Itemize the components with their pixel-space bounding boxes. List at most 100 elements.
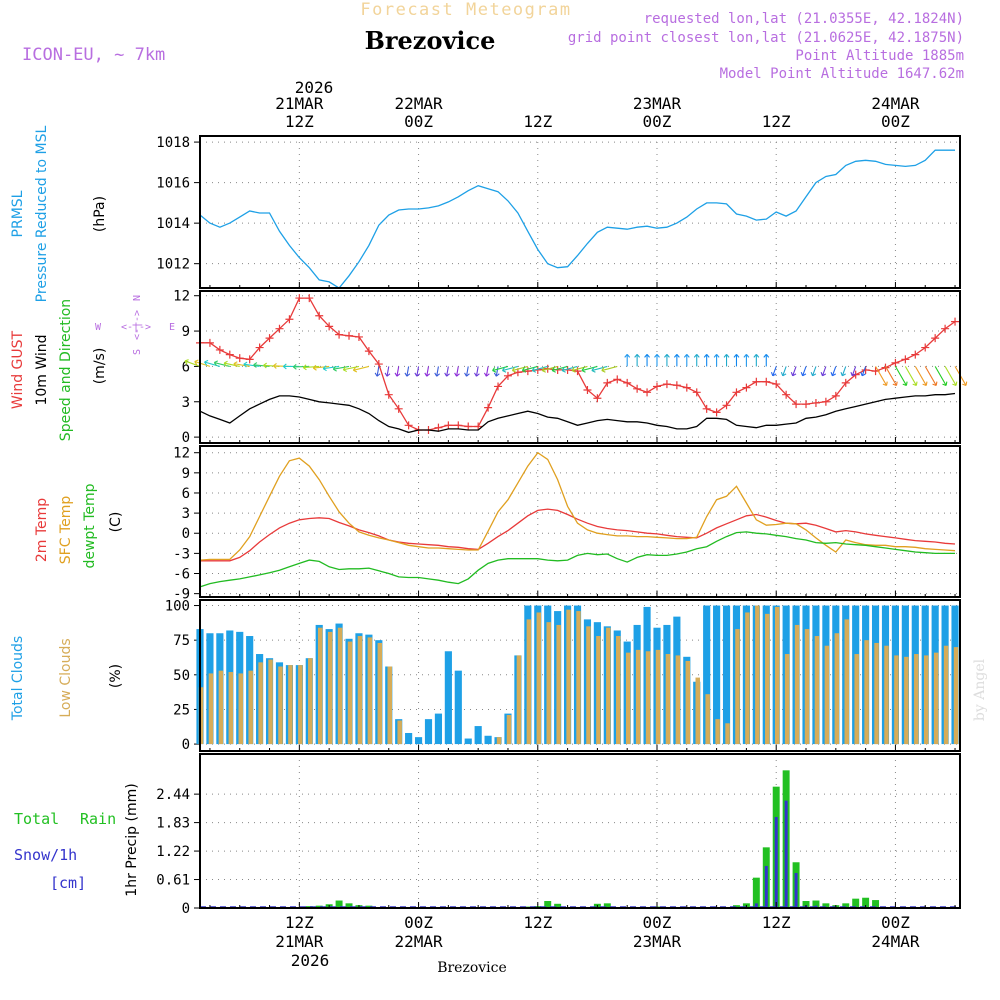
ytick-label: -3: [173, 546, 190, 562]
precip-bar: [754, 903, 758, 908]
wind-arrow-head: [902, 381, 908, 386]
gust-marker: [762, 377, 771, 386]
ytick-label: 9: [182, 324, 190, 340]
wind-arrow-head: [860, 371, 866, 377]
cloud-bar: [914, 654, 919, 745]
wind-direction-arrow: [782, 366, 787, 376]
cloud-bar: [526, 619, 532, 745]
wind-direction-arrow: [601, 365, 618, 372]
wind-arrow-head: [780, 371, 787, 377]
cloud-bar: [665, 654, 671, 745]
wind-arrow-head: [394, 372, 401, 377]
cloud-bar: [357, 636, 363, 745]
low-clouds-label: Low Clouds: [58, 638, 74, 717]
ytick-label: 1018: [156, 135, 190, 151]
wind-direction-arrow: [831, 366, 837, 376]
cloud-bar: [228, 672, 234, 745]
cloud-bar: [874, 642, 879, 745]
wind-direction-arrow: [313, 365, 330, 369]
pct-unit-label: (%): [108, 664, 124, 688]
ytick-label: 1012: [156, 257, 190, 273]
wind-arrow-head: [243, 361, 248, 368]
precip-bar: [752, 877, 760, 908]
wind-direction-arrow: [386, 366, 390, 377]
wind-direction-arrow: [406, 366, 410, 377]
wind-arrow-head: [820, 371, 827, 377]
wind-arrow-head: [541, 367, 546, 373]
gust-marker: [603, 378, 612, 387]
gust-marker: [921, 343, 930, 352]
gust-marker: [573, 367, 582, 376]
wind-direction-arrow: [233, 363, 250, 367]
temp-labels: 2m Temp SFC Temp dewpt Temp (C): [34, 483, 124, 568]
ytick-label: 0: [182, 901, 190, 917]
gust-marker: [742, 383, 751, 392]
gust-marker: [702, 404, 711, 413]
cloud-bar: [645, 651, 651, 745]
wind-arrow-head: [850, 371, 856, 377]
wind-arrow-head: [683, 354, 690, 358]
wind-arrow-head: [213, 360, 219, 367]
wind-direction-arrow: [944, 366, 957, 386]
cloud-bar: [434, 713, 443, 745]
precip-bar: [862, 897, 870, 908]
wind-direction-arrow: [851, 366, 857, 376]
wind-arrow-head: [204, 359, 209, 366]
gust-marker: [354, 332, 363, 341]
cloud-bar: [606, 627, 611, 745]
cloud-labels: Total Clouds Low Clouds (%): [10, 636, 124, 721]
gust-marker: [335, 330, 344, 339]
pressure-msl-label: Pressure Reduced to MSL: [34, 125, 50, 302]
cloud-bar: [844, 619, 849, 745]
cloud-bar: [424, 719, 433, 745]
wind-direction-arrow: [416, 366, 420, 377]
precip-bar: [732, 905, 740, 908]
wind-arrow-head: [800, 371, 807, 377]
sfc-temp-label: SFC Temp: [58, 496, 74, 565]
wind-arrow-head: [464, 372, 470, 377]
cloud-bar: [556, 624, 561, 745]
gust-marker: [652, 382, 661, 391]
cloud-bar: [268, 659, 273, 745]
temp-frame: [199, 445, 961, 598]
wind-arrow-head: [444, 372, 450, 377]
gridpoint-coords: grid point closest lon,lat (21.0625E, 42…: [568, 30, 964, 46]
precip-bar: [554, 903, 562, 908]
wind-arrow-head: [952, 381, 958, 386]
wind-direction-arrow: [376, 366, 380, 377]
cloud-bar: [774, 606, 780, 745]
cloud-bar: [298, 665, 303, 745]
wind-arrow-head: [912, 381, 918, 386]
cloud-bar: [484, 735, 492, 745]
total-clouds-label: Total Clouds: [10, 636, 26, 721]
wind-direction-arrow: [495, 366, 499, 377]
gust-marker: [792, 400, 801, 409]
gust-marker: [205, 338, 214, 347]
compass-w: W: [95, 322, 102, 333]
wind-arrow-head: [942, 381, 948, 386]
ytick-label: 1.83: [156, 816, 190, 832]
gust-marker: [464, 422, 473, 431]
year-label-top: 2026: [295, 78, 334, 97]
wind-direction-arrow: [502, 365, 519, 372]
top-hour-label: 00Z: [404, 112, 433, 131]
dewpt-label: dewpt Temp: [82, 483, 98, 568]
wind-arrow-head: [521, 367, 527, 373]
cloud-bar: [516, 655, 522, 745]
ytick-label: 12: [173, 446, 190, 462]
top-date-label: 22MAR: [394, 94, 443, 113]
snow-label: Snow/1h: [14, 846, 77, 864]
cloud-bar: [496, 737, 502, 745]
cloud-bar: [722, 605, 731, 745]
wind-direction-arrow: [551, 365, 568, 372]
precip-bar: [852, 898, 860, 908]
cloud-bar: [536, 612, 542, 745]
wind-arrow-head: [733, 354, 740, 358]
wind-arrow-head: [581, 367, 586, 373]
cloud-bar: [933, 652, 939, 745]
cloud-bar: [655, 649, 661, 745]
series-line: [199, 451, 956, 561]
gust-marker: [384, 390, 393, 399]
wind-direction-arrow: [841, 366, 847, 376]
cloud-bar: [755, 605, 760, 745]
